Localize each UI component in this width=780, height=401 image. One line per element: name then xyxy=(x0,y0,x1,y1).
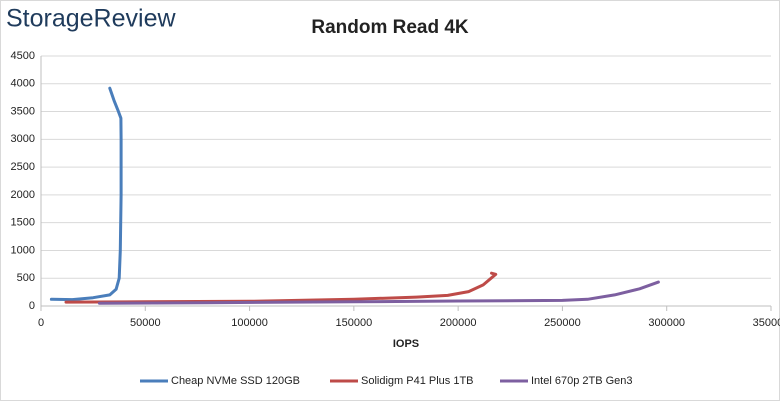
legend-label: Cheap NVMe SSD 120GB xyxy=(171,375,300,387)
y-tick-label: 4000 xyxy=(11,78,35,90)
legend-label: Solidigm P41 Plus 1TB xyxy=(361,375,474,387)
x-tick-label: 250000 xyxy=(544,317,581,329)
y-tick-label: 2500 xyxy=(11,161,35,173)
x-tick-label: 100000 xyxy=(231,317,268,329)
y-tick-label: 4500 xyxy=(11,50,35,62)
y-tick-label: 2000 xyxy=(11,189,35,201)
x-axis-label: IOPS xyxy=(393,338,419,350)
legend-label: Intel 670p 2TB Gen3 xyxy=(531,375,633,387)
chart-title: Random Read 4K xyxy=(311,17,469,38)
y-tick-label: 3000 xyxy=(11,133,35,145)
x-tick-label: 200000 xyxy=(440,317,477,329)
y-tick-label: 0 xyxy=(29,300,35,312)
brand-logo: StorageReview xyxy=(6,5,176,33)
series-line xyxy=(49,86,123,302)
y-tick-label: 1500 xyxy=(11,217,35,229)
x-tick-label: 350000 xyxy=(753,317,780,329)
y-tick-label: 3500 xyxy=(11,105,35,117)
series-line xyxy=(97,280,660,305)
x-tick-label: 150000 xyxy=(335,317,372,329)
x-tick-label: 300000 xyxy=(648,317,685,329)
y-tick-label: 1000 xyxy=(11,244,35,256)
y-tick-label: 500 xyxy=(17,272,35,284)
x-tick-label: 0 xyxy=(38,317,44,329)
x-tick-label: 50000 xyxy=(130,317,161,329)
